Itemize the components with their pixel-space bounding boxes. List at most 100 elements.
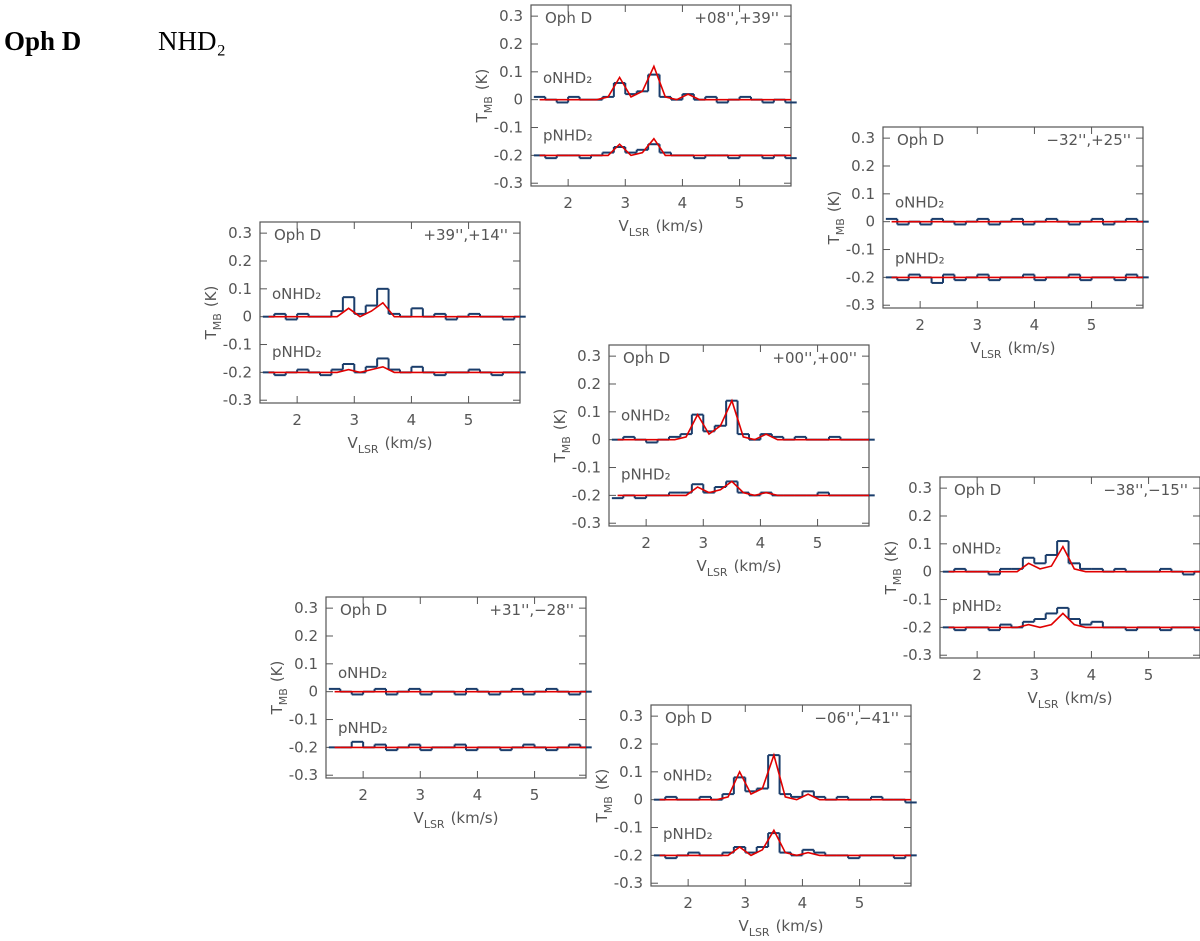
y-axis-label: TMB (K)	[551, 409, 573, 464]
y-axis-label: TMB (K)	[473, 69, 495, 124]
x-axis-label: VLSR (km/s)	[1028, 689, 1113, 711]
x-tick-label: 2	[683, 894, 693, 912]
fit-line	[948, 612, 1200, 629]
fit-line	[617, 398, 869, 441]
y-tick-label: -0.3	[289, 766, 318, 784]
x-axis-label: VLSR (km/s)	[348, 434, 433, 456]
panel-offset: +31'',−28''	[489, 601, 574, 619]
panel-offset: −06'',−41''	[814, 709, 899, 727]
y-main: T	[825, 234, 843, 245]
y-tick-label: -0.1	[846, 241, 875, 259]
x-tick-label: 5	[735, 194, 745, 212]
x-tick-label: 5	[1144, 666, 1154, 684]
y-sub: MB	[602, 796, 615, 813]
y-axis-label: TMB (K)	[268, 661, 290, 716]
panel-offset: −38'',−15''	[1103, 481, 1188, 499]
y-tick-label: -0.1	[494, 119, 523, 137]
x-sub: LSR	[629, 226, 650, 239]
plot-frame	[530, 4, 792, 187]
x-tick-label: 4	[473, 786, 483, 804]
y-tick-label: -0.1	[289, 711, 318, 729]
species-label: pNHD₂	[663, 825, 713, 843]
x-main: V	[971, 339, 982, 357]
species-label: oNHD₂	[272, 285, 321, 303]
x-sub: LSR	[707, 566, 728, 579]
y-tick-label: 0.2	[619, 735, 643, 753]
x-tick-label: 3	[350, 411, 360, 429]
y-tick-label: 0.1	[228, 280, 252, 298]
x-axis-label: VLSR (km/s)	[739, 917, 824, 939]
y-unit: (K)	[268, 661, 286, 683]
y-tick-label: 0.2	[908, 507, 932, 525]
fit-line	[268, 301, 520, 318]
y-sub: MB	[834, 218, 847, 235]
y-tick-label: -0.2	[846, 268, 875, 286]
y-tick-label: 0.2	[294, 627, 318, 645]
y-unit: (K)	[473, 69, 491, 91]
y-tick-label: -0.3	[903, 646, 932, 664]
y-tick-label: -0.3	[494, 174, 523, 192]
plot-frame	[882, 126, 1144, 309]
y-tick-label: 0	[513, 91, 523, 109]
header-source: Oph D	[4, 26, 81, 56]
y-tick-label: 0.1	[908, 535, 932, 553]
species-label: oNHD₂	[621, 407, 670, 425]
y-axis-label: TMB (K)	[825, 191, 847, 246]
y-unit: (K)	[551, 409, 569, 431]
x-unit: (km/s)	[656, 217, 704, 235]
species-label: pNHD₂	[895, 250, 945, 268]
panel-source: Oph D	[340, 601, 387, 619]
y-sub: MB	[211, 313, 224, 330]
x-tick-label: 3	[699, 534, 709, 552]
y-tick-label: 0.3	[851, 129, 875, 147]
y-tick-label: 0.1	[619, 763, 643, 781]
y-tick-label: -0.2	[572, 486, 601, 504]
y-tick-label: 0.3	[619, 707, 643, 725]
x-sub: LSR	[358, 443, 379, 456]
species-label: oNHD₂	[338, 664, 387, 682]
y-main: T	[473, 112, 491, 123]
x-axis-label: VLSR (km/s)	[971, 339, 1056, 361]
y-tick-label: -0.1	[572, 459, 601, 477]
y-tick-label: 0.2	[499, 35, 523, 53]
x-unit: (km/s)	[734, 557, 782, 575]
species-label: pNHD₂	[621, 465, 671, 483]
panel-source: Oph D	[623, 349, 670, 367]
y-tick-label: 0.3	[577, 347, 601, 365]
y-axis-label: TMB (K)	[593, 769, 615, 824]
x-unit: (km/s)	[1008, 339, 1056, 357]
y-tick-label: 0	[591, 431, 601, 449]
fit-line	[539, 137, 791, 157]
x-unit: (km/s)	[451, 809, 499, 827]
y-tick-label: 0.1	[294, 655, 318, 673]
panel-offset: −32'',+25''	[1046, 131, 1131, 149]
y-tick-label: 0.3	[908, 479, 932, 497]
y-sub: MB	[891, 568, 904, 585]
y-tick-label: -0.3	[614, 874, 643, 892]
y-main: T	[593, 812, 611, 823]
y-main: T	[551, 452, 569, 463]
y-main: T	[268, 704, 286, 715]
x-axis-label: VLSR (km/s)	[619, 217, 704, 239]
y-unit: (K)	[825, 191, 843, 213]
x-tick-label: 5	[530, 786, 540, 804]
panel-offset: +08'',+39''	[694, 9, 779, 27]
fit-line	[268, 365, 520, 374]
x-tick-label: 5	[464, 411, 474, 429]
fit-line	[948, 544, 1200, 573]
plot-frame	[608, 344, 870, 527]
x-tick-label: 4	[678, 194, 688, 212]
x-main: V	[1028, 689, 1039, 707]
species-label: pNHD₂	[338, 719, 388, 737]
species-label: oNHD₂	[663, 766, 712, 784]
y-tick-label: 0	[242, 308, 252, 326]
y-tick-label: 0	[633, 791, 643, 809]
x-tick-label: 4	[756, 534, 766, 552]
species-label: pNHD₂	[952, 597, 1002, 615]
y-main: T	[882, 584, 900, 595]
y-unit: (K)	[202, 286, 220, 308]
y-tick-label: -0.2	[614, 846, 643, 864]
y-tick-label: -0.1	[903, 591, 932, 609]
y-tick-label: -0.3	[223, 391, 252, 409]
